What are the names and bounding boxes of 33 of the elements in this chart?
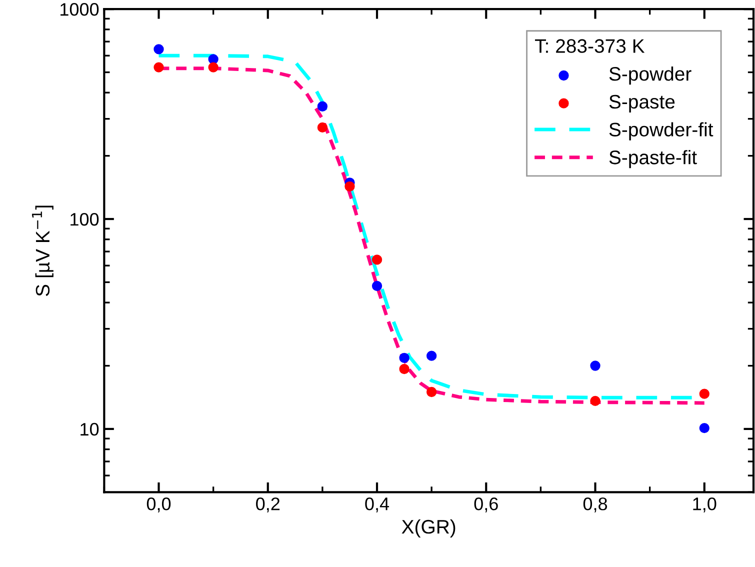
point: [399, 352, 410, 363]
point: [317, 122, 328, 133]
point: [208, 54, 218, 64]
x-tick-label: 0,2: [256, 497, 280, 512]
x-tick-label: 1,0: [693, 497, 716, 512]
point: [317, 101, 328, 112]
legend-label: S-powder-fit: [609, 122, 714, 140]
point: [699, 388, 710, 399]
point: [154, 44, 164, 54]
point: [154, 62, 164, 72]
x-tick-label: 0,8: [583, 497, 608, 512]
legend-title: T: 283-373 K: [535, 39, 645, 53]
y-tick-label: 100: [70, 212, 99, 226]
x-tick-label: 0,0: [146, 497, 171, 512]
x-tick-label: 0,4: [365, 497, 390, 512]
y-tick-label: 1000: [60, 3, 99, 16]
point: [344, 181, 355, 192]
point: [590, 396, 600, 406]
x-axis-title: X(GR): [402, 519, 456, 538]
point: [426, 386, 437, 398]
point: [426, 350, 437, 361]
y-tick-label: 10: [80, 422, 99, 436]
y-axis-title: S [µV K$^{−1}$]: [32, 206, 54, 296]
point: [372, 280, 382, 292]
point: [372, 254, 382, 265]
point: [399, 364, 410, 374]
legend-label: S-paste: [609, 94, 675, 112]
point: [699, 422, 710, 434]
legend-label: S-powder: [609, 66, 692, 85]
legend-label: S-paste-fit: [609, 150, 697, 168]
x-tick-label: 0,6: [474, 497, 498, 512]
point: [208, 62, 218, 72]
point: [590, 360, 600, 371]
